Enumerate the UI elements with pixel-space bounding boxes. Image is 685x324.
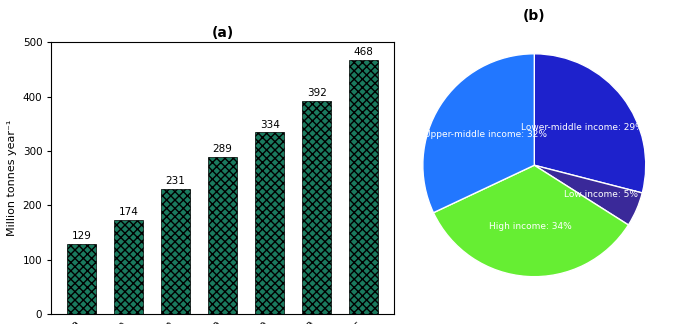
Text: 334: 334 (260, 120, 279, 130)
Wedge shape (434, 165, 628, 277)
Text: Upper-middle income: 32%: Upper-middle income: 32% (424, 130, 547, 139)
Wedge shape (534, 54, 646, 193)
Text: Low income: 5%: Low income: 5% (564, 190, 638, 199)
Bar (67, 244, 96, 314)
Wedge shape (423, 54, 534, 213)
Text: 174: 174 (119, 207, 138, 217)
Bar (349, 60, 378, 314)
Text: Lower-middle income: 29%: Lower-middle income: 29% (521, 123, 644, 132)
Bar (114, 220, 143, 314)
Text: 468: 468 (353, 47, 373, 57)
Y-axis label: Million tonnes year⁻¹: Million tonnes year⁻¹ (7, 120, 17, 237)
Text: 231: 231 (166, 176, 186, 186)
Bar (255, 133, 284, 314)
Text: High income: 34%: High income: 34% (489, 222, 572, 231)
Text: 129: 129 (72, 231, 92, 241)
Bar (161, 189, 190, 314)
Text: 289: 289 (212, 144, 233, 154)
Title: (a): (a) (212, 26, 234, 40)
Wedge shape (534, 165, 643, 225)
Bar (208, 157, 237, 314)
Title: (b): (b) (523, 9, 546, 23)
Bar (302, 101, 332, 314)
Text: 392: 392 (307, 88, 327, 98)
